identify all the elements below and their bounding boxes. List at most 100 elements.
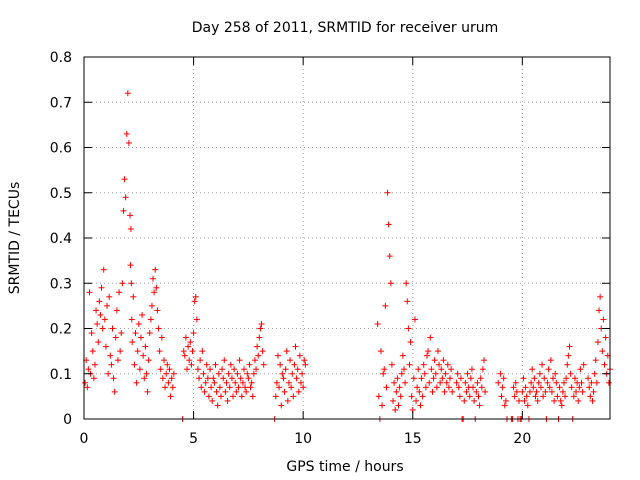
data-point xyxy=(164,361,171,368)
data-point xyxy=(443,379,450,386)
data-point xyxy=(590,388,597,395)
data-point xyxy=(250,370,257,377)
data-point xyxy=(540,393,547,400)
data-point xyxy=(466,393,473,400)
data-point xyxy=(167,393,174,400)
data-point xyxy=(214,402,221,409)
data-point xyxy=(556,384,563,391)
data-point xyxy=(408,393,415,400)
data-point xyxy=(554,393,561,400)
data-point xyxy=(109,325,116,332)
data-point xyxy=(400,366,407,373)
data-points xyxy=(82,90,613,422)
data-point xyxy=(123,130,130,137)
data-point xyxy=(181,352,188,359)
y-tick-label: 0.2 xyxy=(50,322,72,338)
x-tick-label: 0 xyxy=(80,431,89,447)
data-point xyxy=(289,370,296,377)
data-point xyxy=(380,370,387,377)
data-point xyxy=(473,388,480,395)
data-point xyxy=(500,375,507,382)
chart-title: Day 258 of 2011, SRMTID for receiver uru… xyxy=(192,20,499,36)
data-point xyxy=(135,320,142,327)
data-point xyxy=(215,370,222,377)
data-point xyxy=(301,357,308,364)
data-point xyxy=(449,388,456,395)
data-point xyxy=(455,384,462,391)
data-point xyxy=(430,375,437,382)
data-point xyxy=(210,375,217,382)
data-point xyxy=(196,375,203,382)
data-point xyxy=(436,361,443,368)
data-point xyxy=(522,384,529,391)
data-point xyxy=(566,343,573,350)
data-point xyxy=(297,379,304,386)
data-point xyxy=(184,366,191,373)
data-point xyxy=(399,352,406,359)
data-point xyxy=(127,225,134,232)
data-point xyxy=(295,388,302,395)
data-point xyxy=(541,375,548,382)
data-point xyxy=(142,343,149,350)
data-point xyxy=(114,357,121,364)
data-point xyxy=(418,375,425,382)
data-point xyxy=(559,388,566,395)
data-point xyxy=(577,366,584,373)
data-point xyxy=(533,388,540,395)
data-point xyxy=(447,375,454,382)
data-point xyxy=(537,384,544,391)
data-point xyxy=(82,379,89,386)
data-point xyxy=(205,393,212,400)
data-point xyxy=(531,375,538,382)
data-point xyxy=(112,334,119,341)
data-point xyxy=(557,397,564,404)
data-point xyxy=(189,348,196,355)
data-point xyxy=(283,348,290,355)
data-point xyxy=(453,379,460,386)
data-point xyxy=(90,375,97,382)
data-point xyxy=(414,384,421,391)
data-point xyxy=(410,375,417,382)
y-tick-label: 0.5 xyxy=(50,186,72,202)
data-point xyxy=(302,361,309,368)
data-point xyxy=(136,366,143,373)
data-point xyxy=(140,352,147,359)
data-point xyxy=(211,379,218,386)
data-point xyxy=(104,302,111,309)
data-point xyxy=(573,388,580,395)
data-point xyxy=(222,388,229,395)
data-point xyxy=(182,334,189,341)
data-point xyxy=(546,384,553,391)
data-point xyxy=(245,375,252,382)
data-point xyxy=(208,384,215,391)
data-point xyxy=(375,393,382,400)
data-point xyxy=(426,379,433,386)
data-point xyxy=(392,406,399,413)
data-point xyxy=(130,293,137,300)
data-point xyxy=(290,393,297,400)
y-tick-label: 0.3 xyxy=(50,276,72,292)
data-point xyxy=(448,366,455,373)
data-point xyxy=(379,402,386,409)
x-tick-label: 20 xyxy=(513,431,531,447)
data-point xyxy=(274,352,281,359)
data-point xyxy=(394,375,401,382)
data-point xyxy=(532,393,539,400)
data-point xyxy=(127,212,134,219)
data-point xyxy=(237,375,244,382)
data-point xyxy=(230,393,237,400)
data-point xyxy=(217,393,224,400)
y-tick-label: 0.8 xyxy=(50,50,72,66)
data-point xyxy=(391,379,398,386)
data-point xyxy=(285,379,292,386)
data-point xyxy=(260,361,267,368)
data-point xyxy=(273,379,280,386)
data-point xyxy=(578,379,585,386)
data-point xyxy=(125,139,132,146)
data-point xyxy=(216,384,223,391)
data-point xyxy=(441,388,448,395)
x-tick-label: 10 xyxy=(294,431,312,447)
data-point xyxy=(428,366,435,373)
data-point xyxy=(236,357,243,364)
